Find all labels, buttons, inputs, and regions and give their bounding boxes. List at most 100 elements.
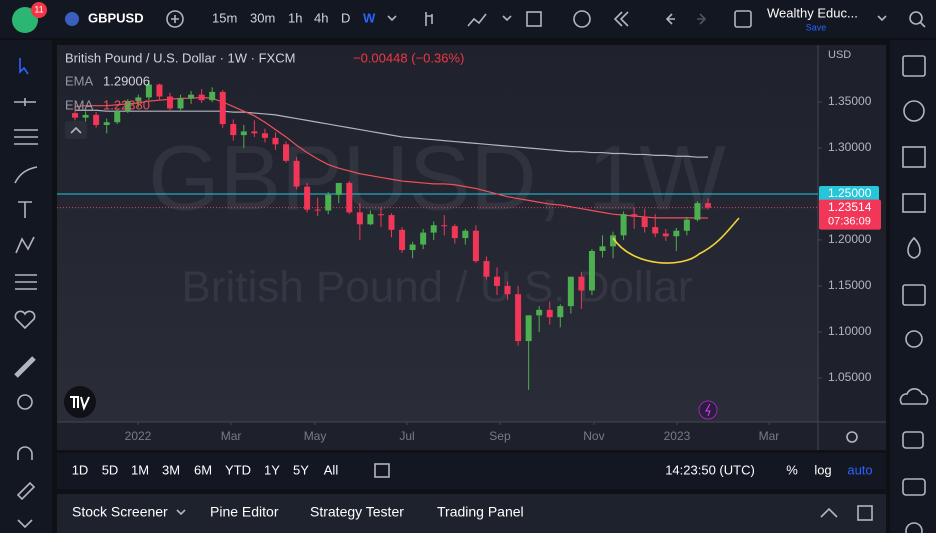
candle-body [103, 122, 110, 125]
fullscreen-icon[interactable] [734, 10, 752, 28]
panel-tab[interactable]: Trading Panel [437, 504, 524, 520]
crosshair-tool[interactable] [14, 98, 36, 106]
range-button[interactable]: YTD [225, 462, 251, 477]
layout-name[interactable]: Wealthy Educ... [767, 5, 858, 20]
replay-icon[interactable] [613, 11, 629, 27]
help-icon[interactable] [905, 522, 923, 533]
range-button[interactable]: All [324, 462, 339, 477]
panel-tab[interactable]: Stock Screener [72, 504, 168, 520]
date-range-icon[interactable] [374, 463, 390, 478]
legend-toggle[interactable] [65, 121, 87, 139]
layout-icon[interactable] [526, 11, 542, 27]
panel-maximize[interactable] [857, 505, 873, 521]
brush-tool[interactable] [14, 166, 38, 184]
calendar-icon[interactable] [902, 284, 926, 306]
last-price-tag [819, 199, 881, 230]
range-button[interactable]: 1M [131, 462, 149, 477]
chart-type-icon[interactable] [425, 12, 433, 26]
event-icon[interactable] [698, 400, 718, 420]
magnet-tool[interactable] [17, 446, 33, 460]
candle-body [525, 315, 532, 342]
log-toggle[interactable]: log [814, 462, 831, 477]
candle-body [704, 203, 711, 208]
currency-label[interactable]: USD [828, 49, 851, 61]
watchlist-icon[interactable] [902, 55, 926, 77]
fib-tool[interactable] [15, 274, 37, 290]
interval[interactable]: 4h [314, 10, 328, 25]
ruler-tool[interactable] [14, 356, 36, 378]
interval-active[interactable]: W [363, 10, 376, 25]
candle-body [504, 285, 511, 295]
ideas-icon[interactable] [905, 330, 923, 348]
trendline-tool[interactable] [14, 129, 38, 145]
candle-body [219, 91, 226, 125]
chevron[interactable] [176, 509, 186, 516]
range-button[interactable]: 1Y [264, 462, 280, 477]
tv-logo[interactable] [64, 386, 96, 418]
lock-tool[interactable] [16, 481, 36, 501]
interval[interactable]: D [341, 10, 350, 25]
range-button[interactable]: 3M [162, 462, 180, 477]
alert-icon[interactable] [573, 10, 591, 28]
chart-pane[interactable] [57, 45, 818, 422]
candle-body [209, 91, 216, 101]
chevron[interactable] [502, 15, 512, 22]
watermark-symbol: GBPUSD, 1W [148, 127, 726, 229]
symbol[interactable]: GBPUSD [88, 10, 144, 25]
redo-icon[interactable] [697, 13, 707, 25]
hotlist-icon[interactable] [907, 236, 921, 259]
x-tick-label: 2022 [125, 429, 152, 443]
range-button[interactable]: 5Y [293, 462, 309, 477]
percent-toggle[interactable]: % [786, 462, 798, 477]
interval[interactable]: 15m [212, 10, 237, 25]
candle-body [304, 186, 311, 210]
undo-icon[interactable] [665, 13, 675, 25]
chevron[interactable] [387, 15, 397, 22]
candle-body [388, 215, 395, 230]
compare-button[interactable] [166, 10, 184, 28]
more-tools[interactable] [17, 519, 33, 529]
candle-body [483, 261, 490, 277]
user-avatar[interactable] [12, 7, 38, 33]
candle-body [346, 182, 353, 213]
messages-icon[interactable] [902, 478, 926, 496]
panel-collapse[interactable] [820, 507, 838, 518]
candle-body [325, 194, 332, 211]
range-button[interactable]: 1D [72, 462, 89, 477]
news-icon[interactable] [902, 146, 926, 168]
ema-line [75, 109, 708, 158]
cursor-tool[interactable] [19, 58, 29, 75]
interval[interactable]: 30m [250, 10, 275, 25]
interval[interactable]: 1h [288, 10, 302, 25]
candle-body [188, 94, 195, 99]
candle-body [166, 96, 173, 109]
zoom-tool[interactable] [17, 394, 33, 410]
candle-body [124, 101, 131, 112]
range-button[interactable]: 5D [102, 462, 119, 477]
bottom-panel [57, 494, 886, 533]
indicators-icon[interactable] [467, 13, 487, 27]
x-tick-label: Nov [583, 429, 604, 443]
settings-icon[interactable] [846, 431, 858, 443]
auto-toggle[interactable]: auto [847, 462, 872, 477]
candle-body [293, 160, 300, 187]
candle-body [673, 230, 680, 237]
range-button[interactable]: 6M [194, 462, 212, 477]
streams-icon[interactable] [899, 388, 929, 405]
search-icon[interactable] [909, 11, 923, 25]
data-window-icon[interactable] [902, 193, 926, 213]
panel-tab[interactable]: Strategy Tester [310, 504, 404, 520]
candle-body [82, 114, 89, 118]
candle-body [683, 219, 690, 231]
pattern-tool[interactable] [15, 236, 35, 254]
panel-tab[interactable]: Pine Editor [210, 504, 279, 520]
chats-icon[interactable] [902, 431, 924, 449]
flag-icon [65, 12, 79, 26]
candle-body [261, 133, 268, 138]
candle-body [662, 233, 669, 237]
alerts-icon[interactable] [903, 100, 925, 122]
text-tool[interactable] [18, 201, 32, 218]
chevron[interactable] [877, 15, 887, 22]
favorites-tool[interactable] [14, 310, 36, 330]
save-label[interactable]: Save [806, 22, 827, 32]
